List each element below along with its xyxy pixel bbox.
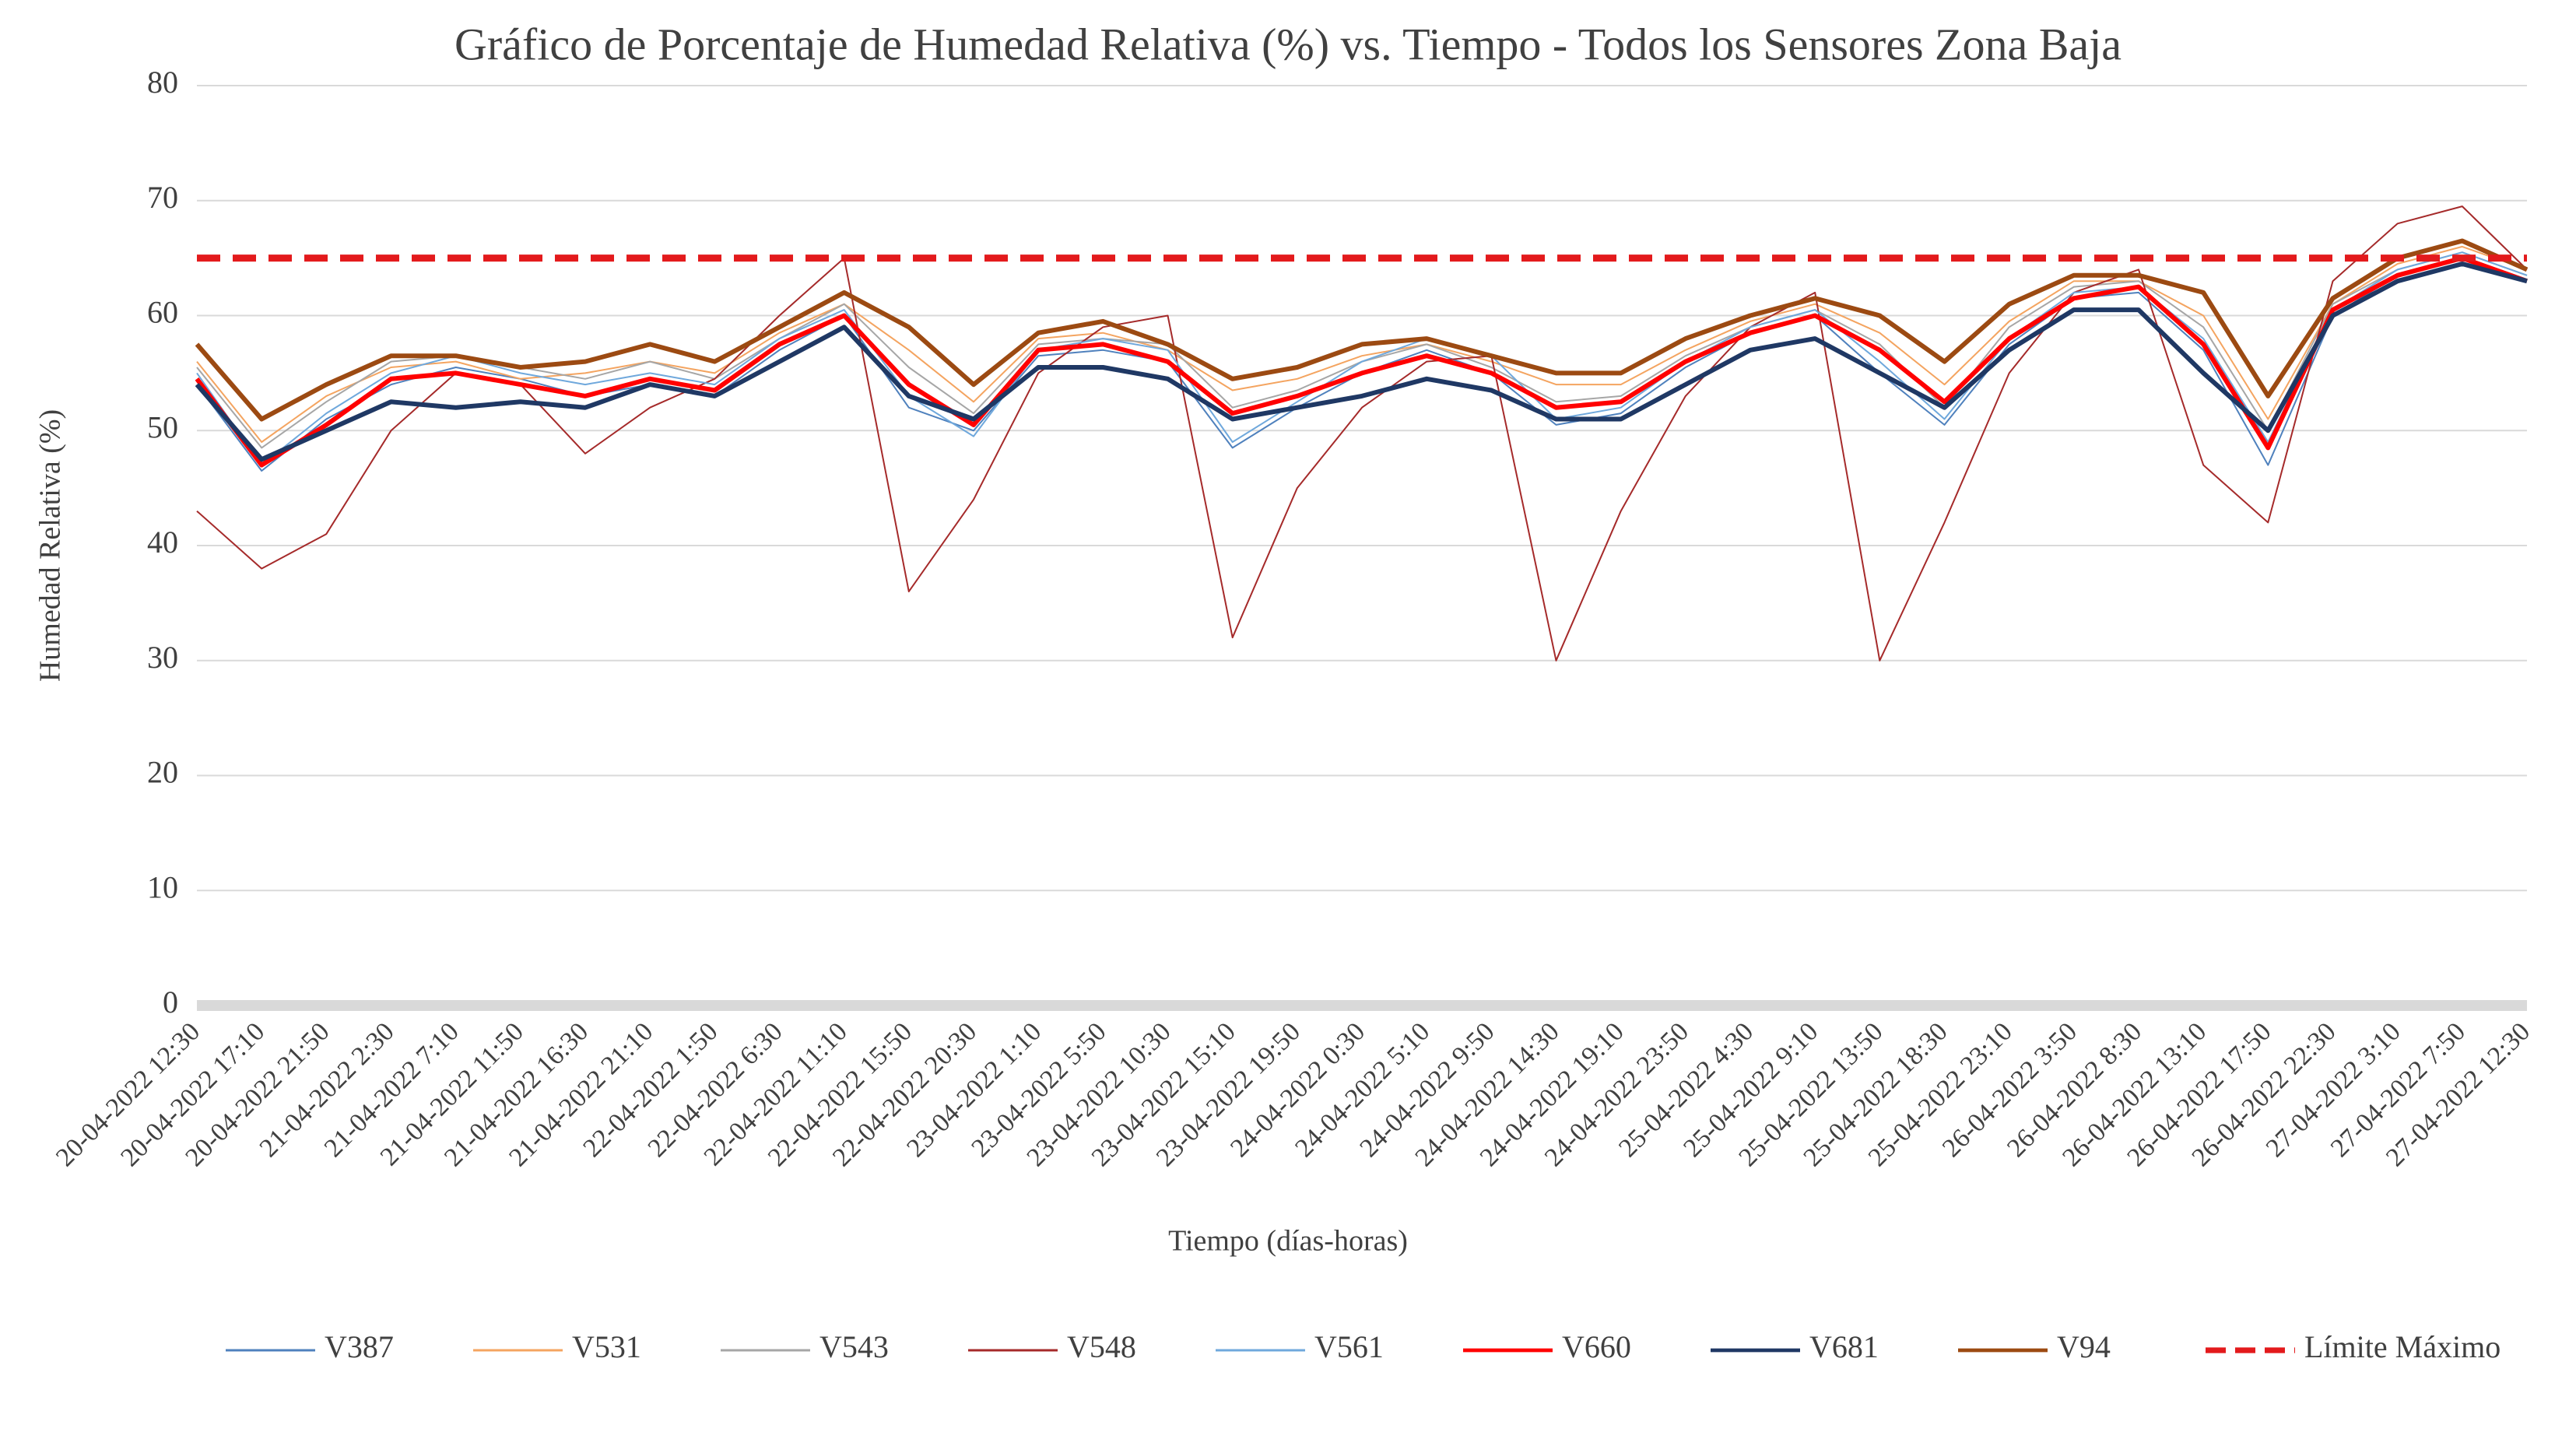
series-line — [196, 205, 2528, 662]
legend-label: V387 — [325, 1329, 394, 1364]
legend-label: V94 — [2057, 1329, 2111, 1364]
y-tick-label: 60 — [147, 295, 178, 330]
legend-label: V660 — [1562, 1329, 1631, 1364]
y-tick-label: 10 — [147, 869, 178, 904]
y-tick-label: 70 — [147, 180, 178, 215]
series-line — [195, 261, 2528, 462]
y-tick-label: 40 — [147, 525, 178, 560]
legend-label: V548 — [1067, 1329, 1136, 1364]
y-tick-label: 80 — [147, 65, 178, 100]
legend-label: V543 — [819, 1329, 889, 1364]
y-tick-label: 0 — [163, 984, 178, 1020]
legend-label: V681 — [1809, 1329, 1879, 1364]
y-tick-label: 20 — [147, 755, 178, 790]
legend-label: V531 — [572, 1329, 641, 1364]
legend-label: Límite Máximo — [2304, 1329, 2501, 1364]
x-axis-title: Tiempo (días-horas) — [1168, 1225, 1408, 1258]
y-axis-title: Humedad Relativa (%) — [34, 409, 67, 682]
legend-label: V561 — [1314, 1329, 1384, 1364]
series-line — [195, 255, 2529, 468]
y-tick-label: 50 — [147, 409, 178, 444]
chart-title: Gráfico de Porcentaje de Humedad Relativ… — [454, 19, 2122, 69]
y-tick-label: 30 — [147, 640, 178, 675]
series-line — [195, 238, 2529, 422]
